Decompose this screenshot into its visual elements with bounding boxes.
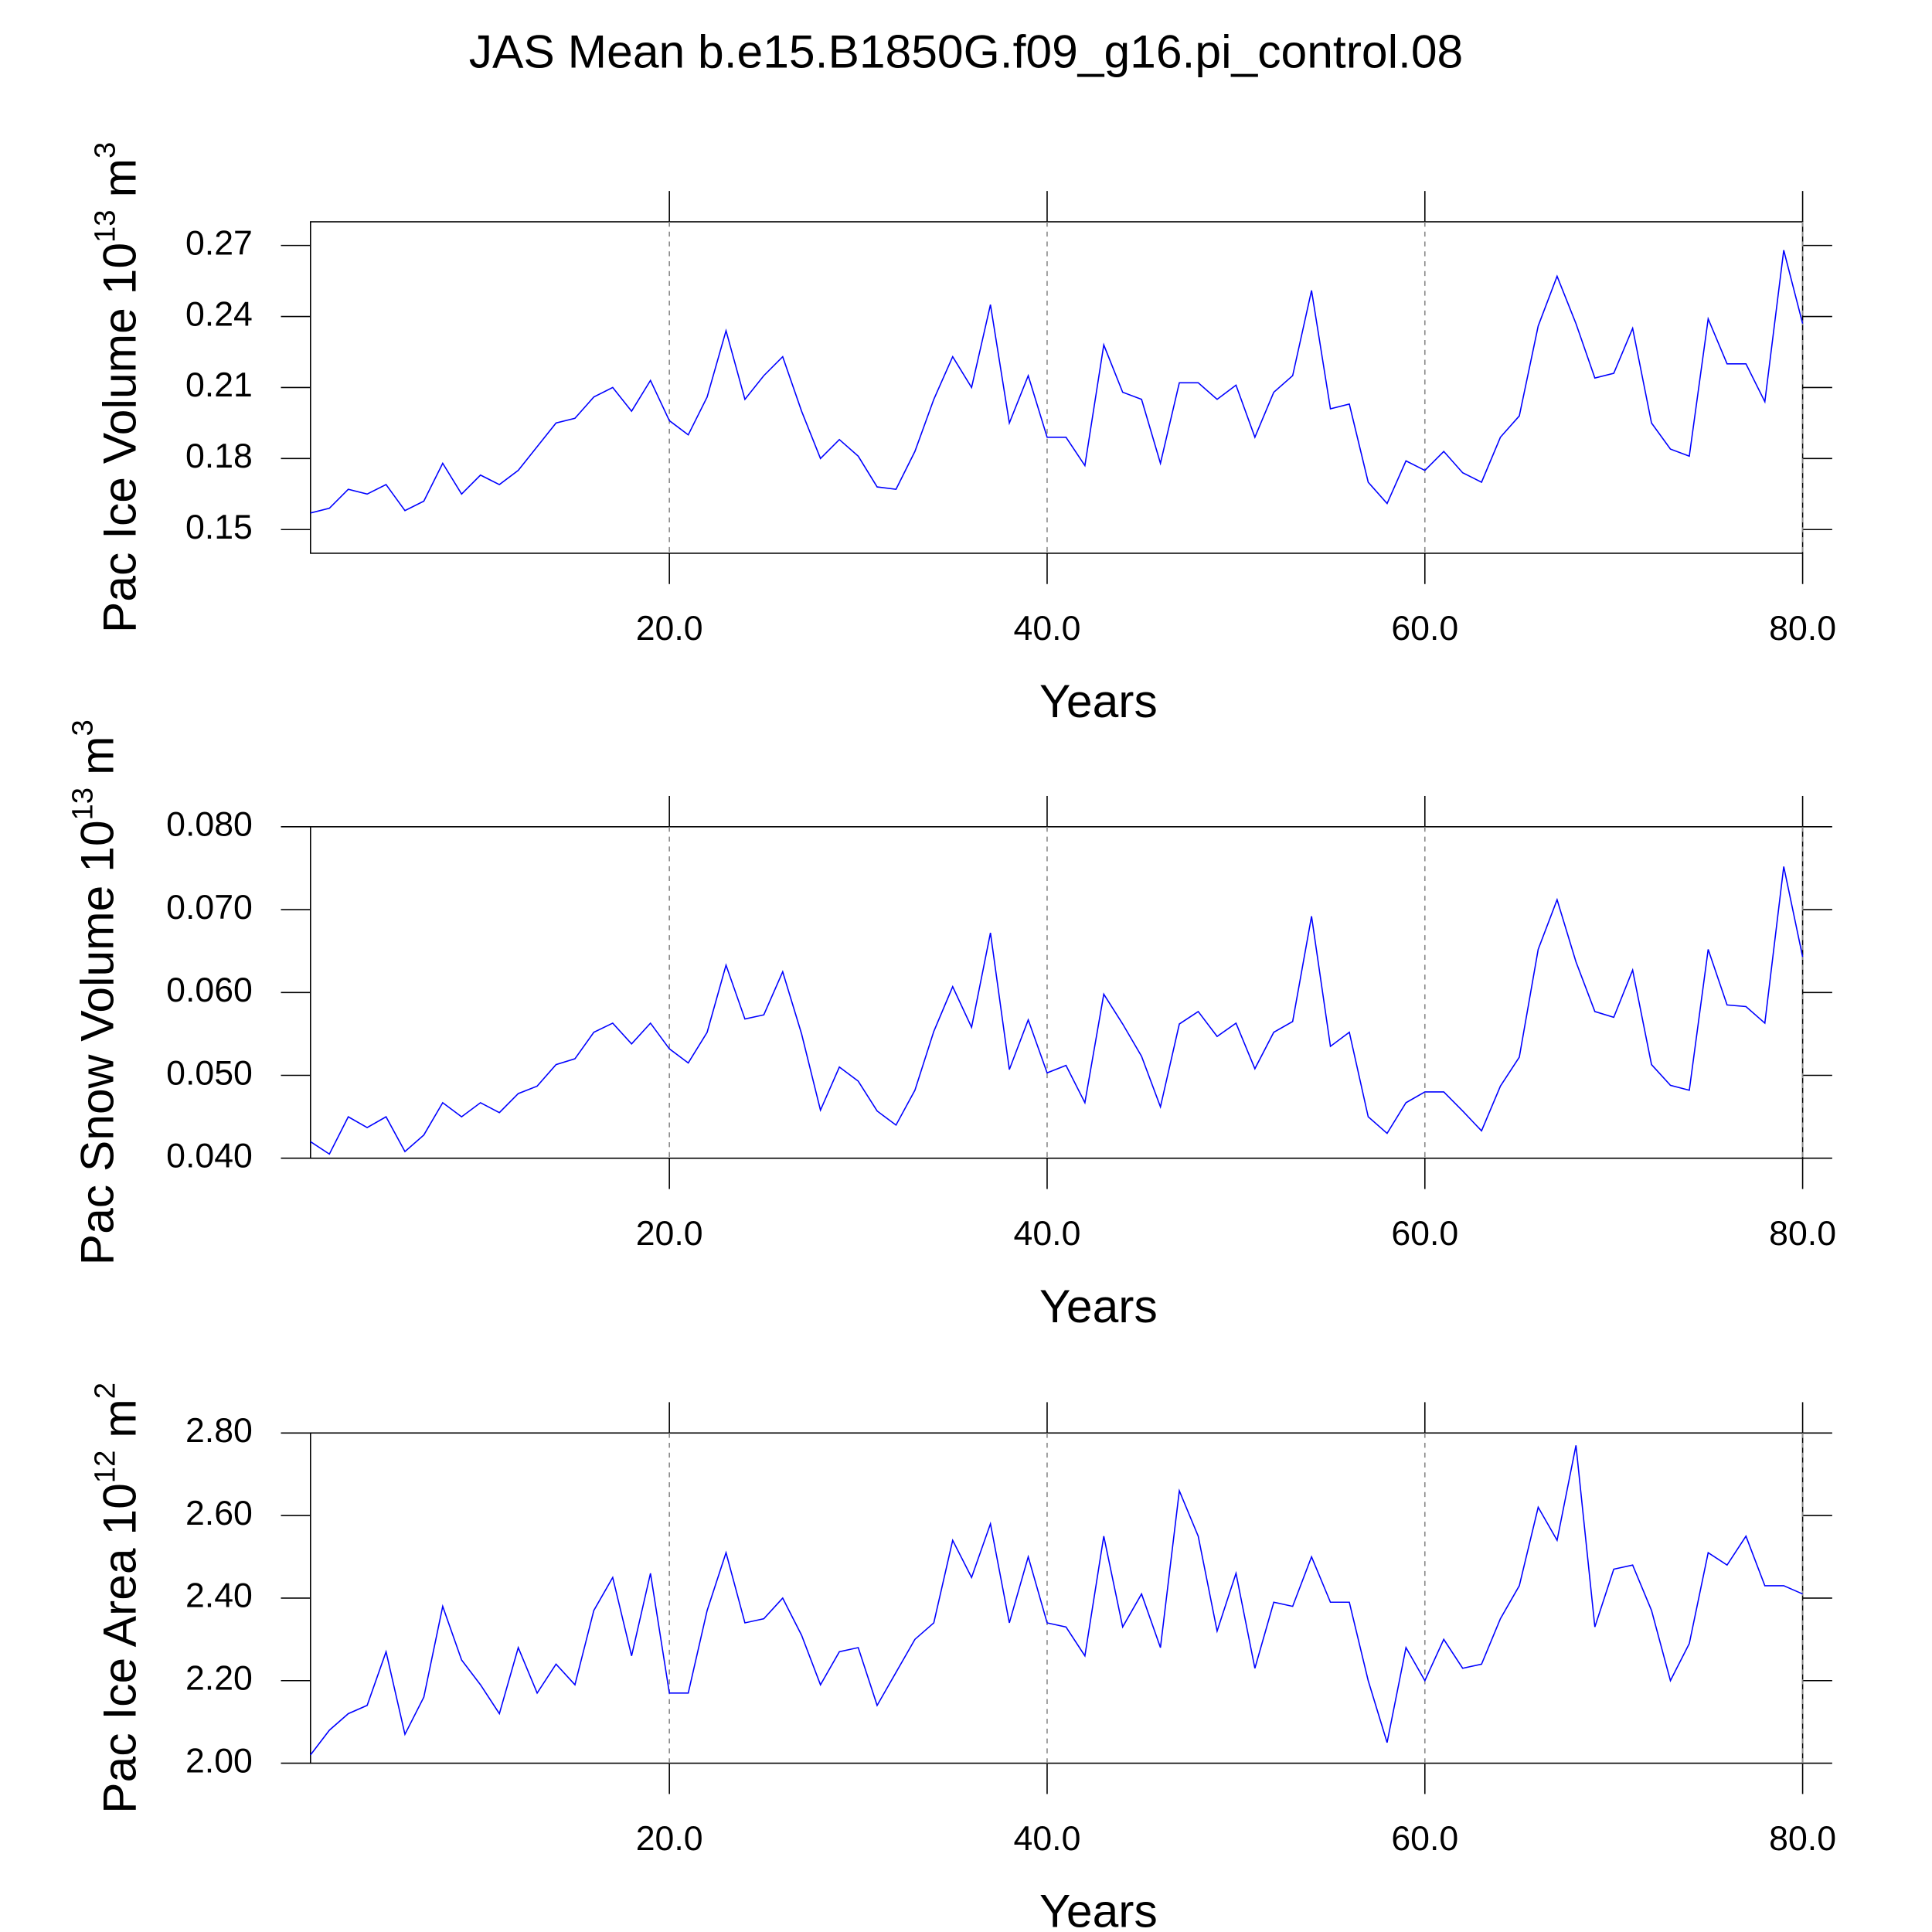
data-line xyxy=(310,866,1804,1155)
y-tick-label: 0.24 xyxy=(185,295,253,333)
y-axis-title-unit: m xyxy=(93,158,145,197)
y-axis-title: Pac Ice Volume 1013 m3 xyxy=(88,142,145,633)
y-tick-label: 2.40 xyxy=(185,1577,253,1615)
y-axis-title-unit-exponent: 3 xyxy=(66,719,99,736)
y-tick-label: 2.80 xyxy=(185,1412,253,1450)
x-axis-title: Years xyxy=(1039,675,1158,727)
x-axis-title: Years xyxy=(1039,1280,1158,1332)
y-tick-label: 0.15 xyxy=(185,509,253,546)
y-axis-title-exponent: 12 xyxy=(88,1451,121,1484)
y-axis-title-unit: m xyxy=(93,1399,145,1437)
x-tick-label: 20.0 xyxy=(636,610,703,648)
x-axis-title: Years xyxy=(1039,1885,1158,1932)
y-axis-title: Pac Ice Area 1012 m2 xyxy=(88,1383,145,1814)
figure-title: JAS Mean b.e15.B1850G.f09_g16.pi_control… xyxy=(469,26,1464,78)
x-tick-label: 40.0 xyxy=(1014,1215,1081,1253)
y-axis-title-text: Pac Ice Volume 10 xyxy=(93,243,145,633)
y-tick-label: 2.00 xyxy=(185,1742,253,1780)
y-tick-label: 0.27 xyxy=(185,224,253,262)
y-axis-title: Pac Snow Volume 1013 m3 xyxy=(66,719,123,1265)
y-axis-title-text: Pac Snow Volume 10 xyxy=(71,820,124,1265)
y-tick-label: 0.040 xyxy=(166,1138,253,1175)
x-tick-label: 40.0 xyxy=(1014,1820,1081,1858)
y-axis-title-unit-exponent: 2 xyxy=(88,1383,121,1399)
plot-frame xyxy=(309,1432,1804,1764)
y-axis-title-exponent: 13 xyxy=(66,787,99,821)
y-axis-title-unit-exponent: 3 xyxy=(88,142,121,158)
y-tick-label: 0.21 xyxy=(185,366,253,404)
y-tick-label: 0.070 xyxy=(166,889,253,927)
plot-frame xyxy=(309,826,1804,1159)
y-tick-label: 0.18 xyxy=(185,437,253,475)
x-tick-label: 40.0 xyxy=(1014,610,1081,648)
y-axis-title-exponent: 13 xyxy=(88,209,121,243)
x-tick-label: 60.0 xyxy=(1391,610,1458,648)
y-axis-title-unit: m xyxy=(71,736,124,775)
x-tick-label: 60.0 xyxy=(1391,1215,1458,1253)
x-tick-label: 80.0 xyxy=(1769,610,1836,648)
y-tick-label: 2.20 xyxy=(185,1660,253,1698)
y-axis-title-text: Pac Ice Area 10 xyxy=(93,1483,145,1814)
data-line xyxy=(310,250,1804,514)
y-tick-label: 0.080 xyxy=(166,806,253,844)
y-tick-label: 0.060 xyxy=(166,971,253,1009)
x-tick-label: 60.0 xyxy=(1391,1820,1458,1858)
x-tick-label: 80.0 xyxy=(1769,1215,1836,1253)
x-tick-label: 20.0 xyxy=(636,1820,703,1858)
data-line xyxy=(310,1445,1803,1756)
y-tick-label: 0.050 xyxy=(166,1054,253,1092)
x-tick-label: 20.0 xyxy=(636,1215,703,1253)
plot-frame xyxy=(309,221,1804,554)
x-tick-label: 80.0 xyxy=(1769,1820,1836,1858)
y-tick-label: 2.60 xyxy=(185,1495,253,1532)
